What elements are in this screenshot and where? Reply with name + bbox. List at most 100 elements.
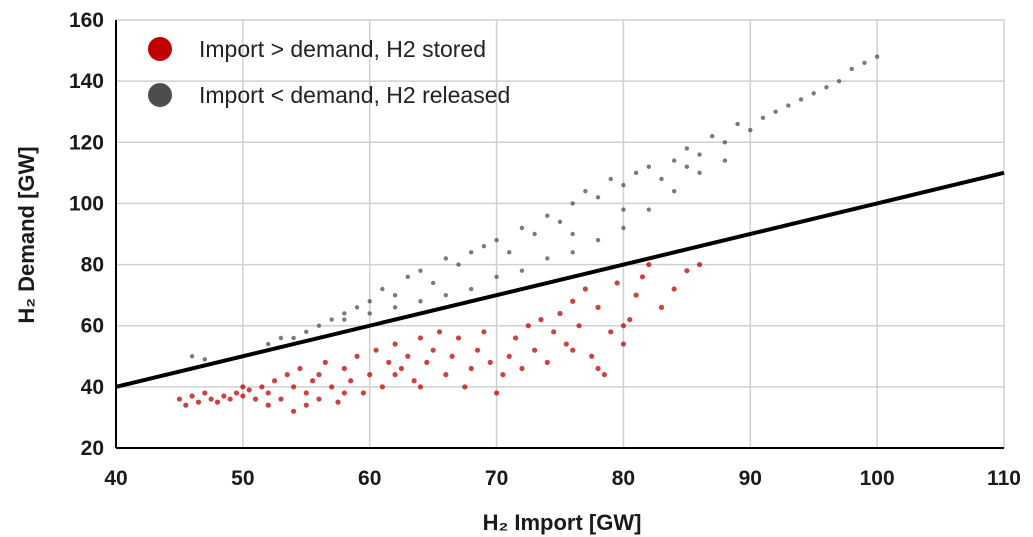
point-released: [316, 323, 322, 328]
point-released: [735, 121, 740, 127]
point-stored: [195, 399, 202, 405]
point-released: [418, 268, 423, 273]
point-stored: [322, 359, 328, 365]
point-released: [722, 158, 728, 163]
point-released: [189, 354, 195, 359]
x-tick-label: 80: [612, 467, 635, 490]
point-stored: [341, 390, 347, 396]
point-stored: [443, 372, 449, 378]
x-tick-label: 100: [860, 467, 895, 490]
x-tick-label: 40: [104, 467, 127, 490]
point-stored: [411, 378, 417, 384]
point-released: [595, 195, 601, 200]
point-released: [418, 299, 423, 304]
point-stored: [538, 317, 544, 323]
point-released: [266, 341, 271, 347]
point-stored: [246, 387, 252, 393]
point-stored: [506, 353, 512, 359]
point-stored: [265, 390, 271, 396]
y-tick-label: 120: [69, 131, 104, 154]
point-released: [621, 182, 626, 188]
point-stored: [570, 298, 576, 304]
point-released: [621, 207, 626, 212]
point-stored: [335, 399, 341, 405]
point-stored: [341, 365, 347, 372]
point-stored: [614, 280, 620, 286]
point-released: [608, 176, 613, 182]
point-released: [278, 335, 284, 341]
point-released: [583, 189, 588, 194]
point-stored: [519, 365, 525, 372]
point-stored: [576, 323, 582, 329]
x-tick-label: 60: [358, 467, 381, 490]
point-released: [595, 237, 601, 243]
point-released: [367, 311, 372, 316]
point-stored: [563, 341, 569, 347]
point-stored: [303, 390, 309, 396]
point-stored: [601, 372, 608, 378]
point-released: [392, 305, 398, 310]
point-stored: [189, 393, 195, 399]
point-released: [507, 250, 512, 255]
point-stored: [329, 384, 335, 390]
y-tick-label: 100: [69, 192, 104, 215]
y-tick-label: 80: [81, 254, 104, 277]
point-stored: [297, 365, 303, 372]
point-released: [494, 237, 499, 243]
point-released: [811, 91, 816, 96]
point-stored: [595, 304, 601, 310]
point-stored: [449, 353, 455, 359]
point-released: [202, 357, 207, 362]
point-stored: [582, 286, 588, 292]
point-released: [481, 244, 487, 249]
x-tick-label: 50: [231, 467, 254, 490]
point-stored: [360, 390, 366, 396]
point-released: [570, 201, 575, 206]
point-released: [684, 146, 690, 151]
point-released: [760, 115, 766, 121]
y-tick-label: 140: [69, 70, 104, 93]
point-stored: [525, 323, 531, 329]
point-released: [469, 250, 474, 255]
point-stored: [462, 384, 468, 390]
point-stored: [367, 372, 373, 378]
x-axis-title: H₂ Import [GW]: [483, 510, 642, 535]
point-stored: [417, 335, 424, 341]
point-released: [671, 189, 677, 194]
point-stored: [551, 329, 557, 335]
point-released: [519, 268, 525, 273]
point-stored: [386, 359, 392, 365]
point-released: [633, 170, 639, 176]
point-stored: [240, 393, 246, 399]
point-stored: [392, 372, 398, 378]
point-stored: [398, 365, 405, 372]
x-tick-label: 90: [739, 467, 762, 490]
point-released: [646, 207, 651, 212]
point-stored: [436, 329, 443, 335]
point-released: [469, 286, 474, 292]
x-tick-label: 110: [987, 467, 1021, 490]
point-stored: [532, 347, 538, 353]
point-stored: [348, 378, 354, 384]
point-stored: [240, 384, 246, 390]
point-stored: [424, 359, 430, 365]
point-released: [304, 329, 309, 335]
point-released: [342, 311, 347, 316]
point-released: [849, 66, 854, 72]
point-stored: [430, 347, 436, 353]
y-tick-labels: 20 40 60 80 100 120 140 160: [69, 9, 104, 460]
point-released: [443, 292, 449, 298]
point-released: [786, 103, 791, 108]
point-stored: [620, 341, 627, 347]
legend: Import > demand, H2 stored Import < dema…: [148, 36, 510, 108]
point-stored: [627, 317, 633, 323]
point-stored: [214, 399, 221, 405]
point-stored: [379, 384, 385, 390]
point-released: [291, 335, 296, 341]
point-released: [354, 305, 360, 310]
point-released: [570, 250, 575, 255]
point-stored: [646, 261, 652, 268]
point-released: [443, 256, 449, 261]
point-stored: [284, 372, 290, 378]
